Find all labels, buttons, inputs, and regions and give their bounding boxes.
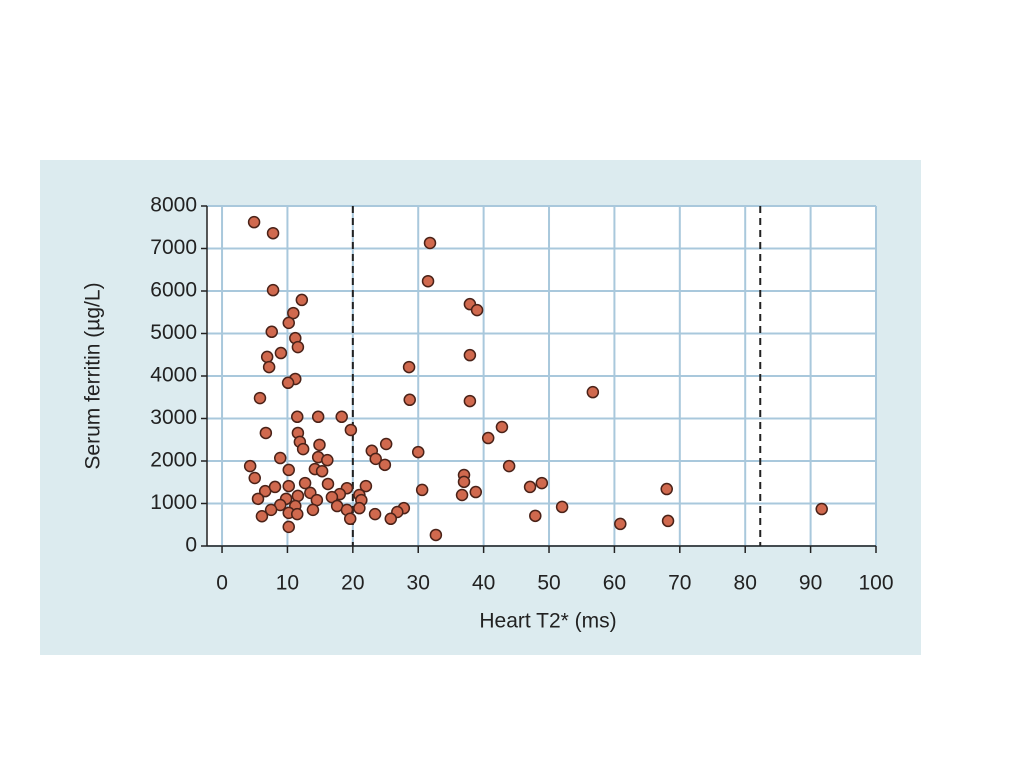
y-tick-label: 8000: [150, 194, 197, 217]
point: [455, 488, 469, 502]
x-axis-label: Heart T2* (ms): [479, 610, 616, 633]
x-tick-label: 20: [341, 572, 364, 595]
point: [311, 410, 325, 424]
point: [415, 483, 429, 497]
point: [266, 283, 280, 297]
point: [287, 306, 300, 320]
point: [369, 452, 382, 466]
y-tick-label: 6000: [150, 279, 197, 302]
point: [290, 410, 304, 424]
x-tick-label: 10: [276, 572, 299, 595]
point: [290, 507, 304, 521]
point: [502, 459, 516, 473]
point: [243, 459, 257, 473]
point: [586, 385, 600, 399]
point: [282, 520, 295, 534]
point: [555, 500, 569, 514]
point: [298, 476, 312, 490]
x-tick-label: 0: [216, 572, 228, 595]
point: [282, 316, 295, 330]
point: [253, 391, 267, 405]
point: [296, 442, 310, 456]
point: [815, 502, 828, 516]
point: [661, 514, 675, 528]
point: [403, 393, 416, 407]
x-tick-label: 50: [537, 572, 560, 595]
point: [402, 360, 416, 374]
point: [481, 431, 495, 445]
y-tick-label: 1000: [150, 491, 197, 514]
point: [291, 340, 305, 354]
y-tick-label: 2000: [150, 449, 197, 472]
point: [457, 475, 471, 489]
point: [353, 501, 366, 515]
point: [295, 293, 309, 307]
point: [359, 479, 373, 493]
point: [315, 464, 329, 478]
point: [281, 376, 295, 390]
point: [423, 236, 437, 250]
point: [421, 274, 435, 288]
point: [429, 528, 443, 542]
y-tick-label: 7000: [150, 236, 197, 259]
x-tick-label: 100: [858, 572, 893, 595]
x-tick-label: 90: [799, 572, 822, 595]
x-tick-label: 60: [603, 572, 626, 595]
point: [248, 471, 261, 485]
y-tick-label: 3000: [150, 406, 197, 429]
point: [368, 507, 382, 521]
point: [321, 453, 334, 467]
point: [335, 410, 348, 424]
point: [411, 445, 425, 459]
point: [660, 482, 673, 496]
point: [273, 451, 287, 465]
x-tick-label: 70: [668, 572, 691, 595]
point: [384, 512, 398, 526]
point: [264, 503, 278, 517]
point: [614, 517, 627, 531]
point: [344, 423, 358, 437]
point: [265, 325, 278, 339]
x-tick-label: 80: [734, 572, 757, 595]
point: [523, 480, 537, 494]
y-tick-label: 5000: [150, 321, 197, 344]
point: [313, 438, 326, 452]
point: [463, 348, 477, 362]
x-tick-label: 40: [472, 572, 495, 595]
point: [306, 503, 320, 517]
point: [260, 350, 274, 364]
point: [262, 360, 276, 374]
y-tick-label: 4000: [150, 364, 197, 387]
point: [343, 512, 357, 526]
point: [535, 476, 549, 490]
point: [321, 477, 335, 491]
point: [379, 437, 393, 451]
point: [463, 394, 477, 408]
point: [325, 490, 339, 504]
point: [247, 215, 261, 229]
point: [469, 485, 483, 499]
point: [259, 426, 273, 440]
point: [378, 458, 392, 472]
point: [282, 463, 295, 477]
y-axis-label: Serum ferritin (µg/L): [82, 282, 105, 469]
point: [529, 509, 542, 523]
point: [470, 303, 484, 317]
point: [495, 420, 509, 434]
point: [266, 226, 280, 240]
x-tick-label: 30: [407, 572, 430, 595]
point: [291, 489, 305, 503]
point: [268, 480, 282, 494]
y-tick-label: 0: [185, 534, 197, 557]
point: [251, 492, 265, 506]
point: [282, 479, 295, 493]
point: [274, 346, 288, 360]
point: [255, 510, 269, 523]
